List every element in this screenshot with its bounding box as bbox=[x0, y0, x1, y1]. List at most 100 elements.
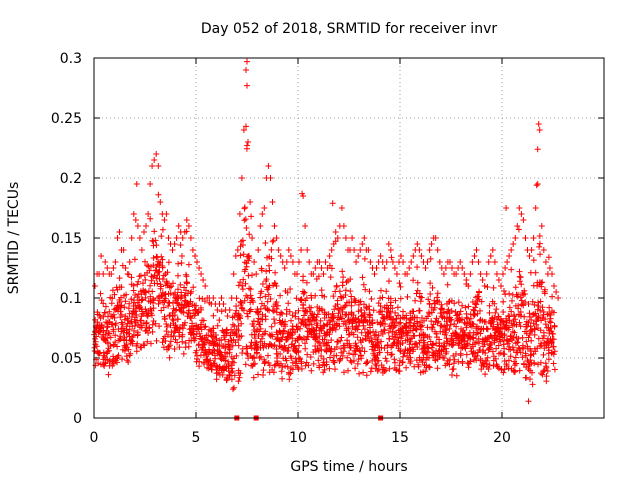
data-point bbox=[516, 273, 523, 280]
data-point bbox=[316, 339, 323, 346]
data-point bbox=[330, 312, 337, 319]
data-point bbox=[284, 289, 291, 296]
data-point bbox=[538, 283, 545, 290]
data-point bbox=[517, 313, 524, 320]
data-point bbox=[255, 247, 262, 253]
data-point bbox=[328, 265, 335, 272]
data-point bbox=[543, 363, 550, 370]
data-point bbox=[248, 213, 255, 220]
data-point bbox=[307, 354, 314, 360]
data-point bbox=[212, 332, 219, 338]
data-point bbox=[411, 333, 418, 339]
data-point bbox=[542, 316, 549, 323]
data-point bbox=[340, 274, 347, 281]
data-point bbox=[535, 299, 541, 306]
data-point bbox=[129, 338, 136, 345]
data-point bbox=[302, 223, 309, 229]
data-point bbox=[237, 302, 244, 308]
data-point bbox=[414, 279, 421, 286]
data-point bbox=[98, 297, 105, 304]
data-point bbox=[249, 235, 256, 241]
data-point bbox=[110, 328, 117, 335]
data-point bbox=[442, 327, 449, 334]
data-point bbox=[287, 253, 294, 259]
data-point bbox=[471, 253, 478, 259]
data-point bbox=[112, 259, 119, 265]
data-point bbox=[208, 333, 215, 340]
data-point bbox=[440, 346, 447, 353]
data-point bbox=[289, 366, 296, 373]
data-point bbox=[149, 328, 156, 335]
data-point bbox=[333, 283, 340, 290]
data-point bbox=[164, 323, 171, 330]
data-point bbox=[551, 283, 557, 289]
data-point bbox=[185, 343, 192, 350]
data-point bbox=[258, 288, 265, 295]
data-point bbox=[519, 334, 526, 341]
data-point bbox=[550, 343, 557, 350]
data-point bbox=[165, 331, 171, 338]
data-point bbox=[274, 302, 281, 309]
data-point bbox=[134, 340, 141, 347]
data-point bbox=[547, 325, 554, 331]
data-point bbox=[237, 279, 244, 286]
data-point bbox=[187, 235, 194, 241]
data-point bbox=[108, 300, 115, 307]
data-point bbox=[229, 342, 236, 349]
data-point bbox=[551, 348, 558, 355]
y-tick-label: 0.05 bbox=[51, 351, 82, 367]
data-point bbox=[477, 271, 484, 277]
data-point bbox=[527, 376, 533, 383]
data-point bbox=[318, 353, 325, 359]
data-point bbox=[506, 317, 513, 324]
data-point bbox=[546, 265, 553, 271]
data-point bbox=[343, 279, 350, 286]
data-point bbox=[453, 323, 460, 330]
data-point bbox=[473, 301, 480, 308]
data-point bbox=[392, 359, 398, 366]
data-point bbox=[339, 315, 345, 322]
data-point bbox=[298, 358, 305, 365]
data-point bbox=[346, 342, 353, 349]
data-point bbox=[481, 283, 488, 289]
data-point bbox=[392, 297, 399, 304]
data-point bbox=[179, 253, 185, 259]
data-point bbox=[550, 309, 557, 316]
data-point bbox=[162, 338, 169, 344]
data-point bbox=[175, 286, 181, 293]
data-point bbox=[265, 291, 272, 298]
data-point bbox=[410, 308, 417, 315]
data-point bbox=[261, 205, 268, 211]
data-point bbox=[122, 265, 129, 271]
data-point bbox=[519, 345, 526, 352]
data-point bbox=[432, 235, 439, 241]
data-point bbox=[183, 271, 189, 278]
data-point bbox=[475, 259, 482, 265]
data-point bbox=[482, 371, 489, 378]
data-point bbox=[485, 366, 492, 372]
data-point bbox=[353, 259, 360, 265]
data-point bbox=[338, 349, 345, 356]
data-point bbox=[484, 354, 491, 361]
data-point bbox=[475, 293, 482, 300]
data-point bbox=[298, 296, 305, 303]
data-point bbox=[190, 284, 197, 291]
data-point bbox=[247, 199, 254, 205]
data-point bbox=[189, 247, 196, 253]
data-point bbox=[463, 277, 470, 283]
data-point bbox=[442, 265, 449, 271]
data-point bbox=[328, 247, 335, 253]
data-point bbox=[175, 223, 182, 229]
data-point bbox=[112, 332, 119, 339]
data-point bbox=[374, 319, 381, 326]
data-point bbox=[165, 343, 172, 350]
data-point bbox=[300, 290, 307, 297]
data-point bbox=[239, 282, 246, 289]
data-point bbox=[506, 290, 513, 297]
data-point bbox=[194, 259, 200, 265]
data-point bbox=[126, 259, 133, 265]
data-point bbox=[340, 348, 347, 355]
data-point bbox=[222, 357, 229, 364]
data-point bbox=[126, 310, 133, 317]
